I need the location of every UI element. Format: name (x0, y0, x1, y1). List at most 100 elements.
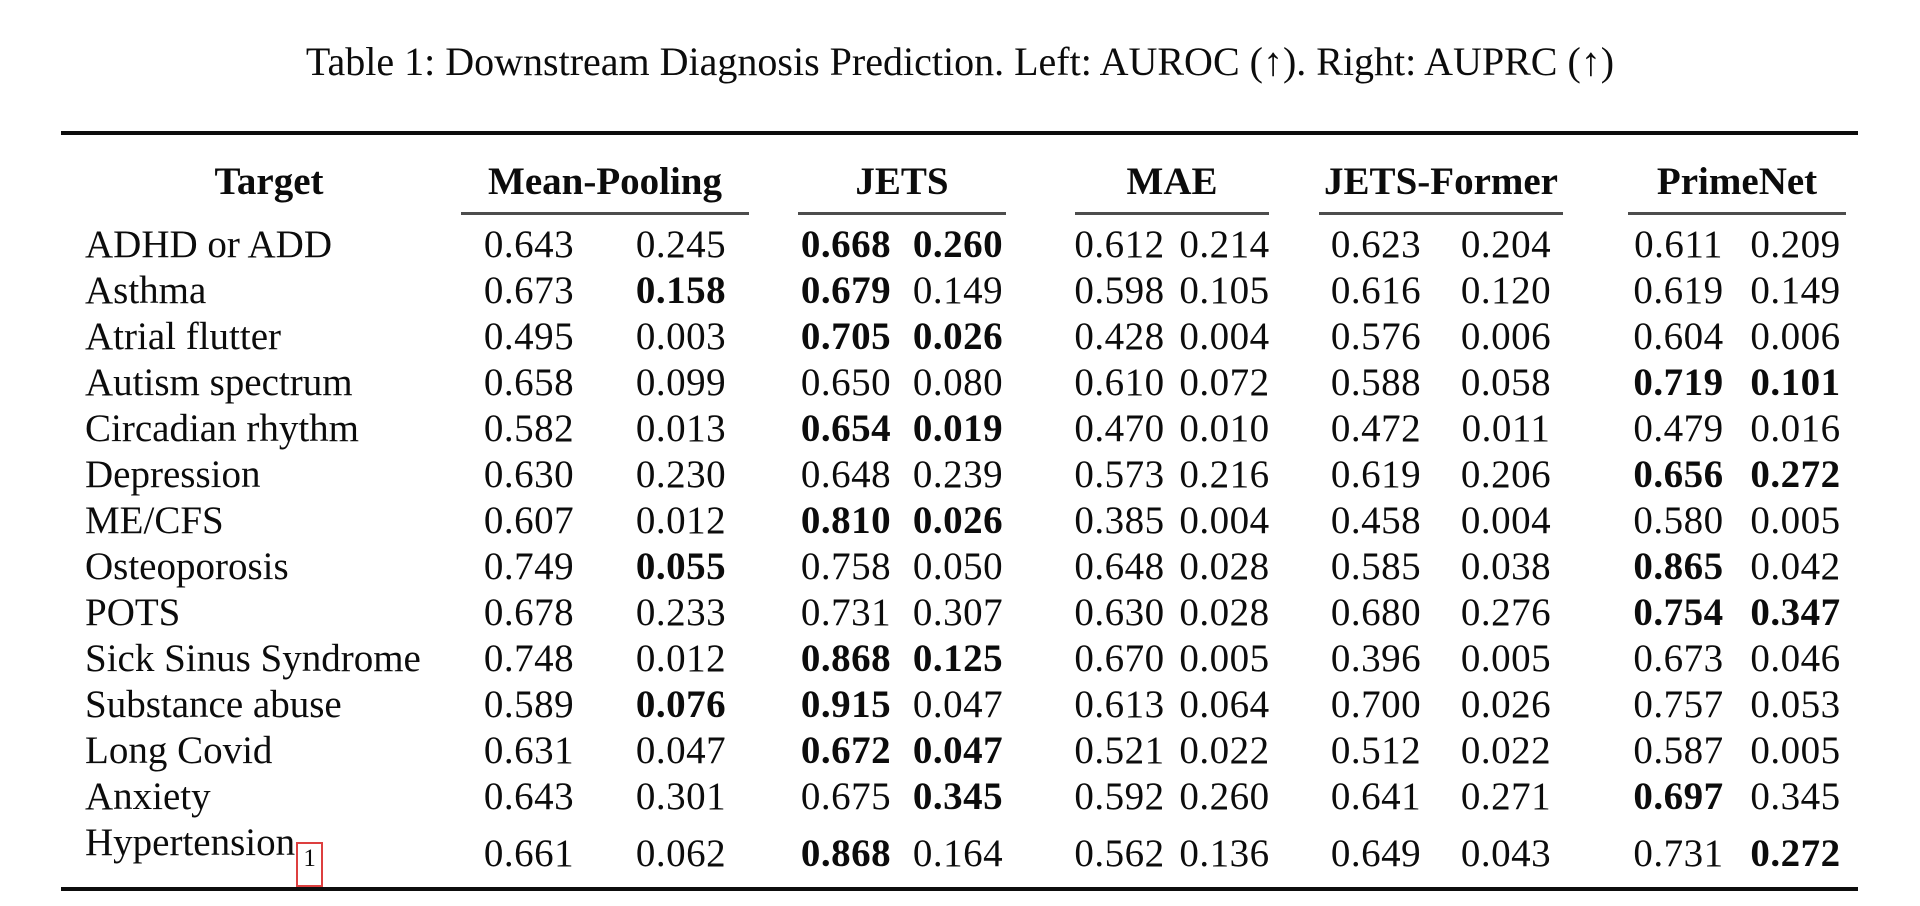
metric-value: 0.012 (635, 499, 727, 542)
column-spacer (1014, 452, 1067, 498)
metric-value: 0.670 (1074, 637, 1165, 680)
column-spacer (1277, 314, 1311, 360)
metric-value: 0.592 (1074, 775, 1165, 818)
column-spacer (1014, 135, 1067, 204)
column-spacer (1854, 406, 1858, 452)
column-spacer (1571, 544, 1620, 590)
metric-value: 0.631 (483, 729, 575, 772)
column-spacer (1277, 820, 1311, 887)
metric-value: 0.607 (483, 499, 575, 542)
column-spacer (1854, 820, 1858, 887)
metric-value: 0.010 (1179, 407, 1270, 450)
group-underline-cell (790, 204, 1014, 222)
row-target: Atrial flutter (85, 315, 282, 358)
metric-value: 0.058 (1460, 361, 1552, 404)
column-spacer (1014, 360, 1067, 406)
metric-value: 0.573 (1074, 453, 1165, 496)
column-spacer (757, 820, 790, 887)
row-target: Substance abuse (85, 683, 342, 726)
metric-value: 0.731 (1633, 831, 1724, 875)
column-header-jets-former: JETS-Former (1324, 160, 1558, 203)
metric-value: 0.062 (635, 831, 727, 875)
metric-value: 0.101 (1750, 361, 1841, 404)
column-header-target: Target (214, 160, 324, 203)
metric-value: 0.428 (1074, 315, 1165, 358)
metric-value: 0.700 (1330, 683, 1422, 726)
metric-value: 0.120 (1460, 269, 1552, 312)
row-target: Asthma (85, 269, 207, 312)
metric-value: 0.064 (1179, 683, 1270, 726)
column-spacer (1571, 360, 1620, 406)
column-spacer (757, 452, 790, 498)
metric-value: 0.673 (1633, 637, 1724, 680)
row-target: ADHD or ADD (85, 223, 332, 266)
group-underline-rule (461, 212, 750, 215)
metric-value: 0.245 (635, 223, 727, 266)
metric-value: 0.562 (1074, 831, 1165, 875)
metric-value: 0.589 (483, 683, 575, 726)
metric-value: 0.012 (635, 637, 727, 680)
metric-value: 0.678 (483, 591, 575, 634)
metric-value: 0.022 (1460, 729, 1552, 772)
table-row: Hypertension 1 0.661 0.062 0.868 0.164 0.562 0.… (61, 820, 1858, 887)
metric-value: 0.757 (1633, 683, 1724, 726)
metric-value: 0.697 (1633, 775, 1724, 818)
results-table: Target Mean-Pooling JETS MAE JETS-Former… (61, 131, 1859, 891)
metric-value: 0.868 (800, 637, 892, 680)
metric-value: 0.046 (1750, 637, 1841, 680)
column-spacer (757, 268, 790, 314)
column-spacer (1854, 498, 1858, 544)
column-spacer (1571, 268, 1620, 314)
metric-value: 0.611 (1634, 223, 1723, 266)
row-target: Depression (85, 453, 261, 496)
group-underline-cell (1067, 204, 1277, 222)
results-table-body: ADHD or ADD 0.643 0.245 0.668 0.260 0.612 0.21… (61, 222, 1858, 887)
column-spacer (1854, 774, 1858, 820)
column-spacer (1277, 406, 1311, 452)
footnote-ref-link[interactable]: 1 (296, 842, 324, 887)
metric-value: 0.648 (1074, 545, 1165, 588)
metric-value: 0.006 (1460, 315, 1552, 358)
column-header-jets: JETS (855, 160, 949, 203)
metric-value: 0.038 (1460, 545, 1552, 588)
column-spacer (1571, 406, 1620, 452)
column-spacer (1854, 204, 1858, 222)
metric-value: 0.026 (912, 315, 1004, 358)
column-spacer (757, 590, 790, 636)
column-spacer (1854, 544, 1858, 590)
column-spacer (1571, 498, 1620, 544)
column-spacer (61, 204, 453, 222)
metric-value: 0.026 (912, 499, 1004, 542)
metric-value: 0.345 (912, 775, 1004, 818)
metric-value: 0.125 (912, 637, 1004, 680)
metric-value: 0.005 (1179, 637, 1270, 680)
column-spacer (1014, 268, 1067, 314)
metric-value: 0.006 (1750, 315, 1841, 358)
metric-value: 0.005 (1750, 729, 1841, 772)
metric-value: 0.479 (1633, 407, 1724, 450)
column-spacer (1277, 774, 1311, 820)
metric-value: 0.026 (1460, 683, 1552, 726)
table-row: Anxiety 0.643 0.301 0.675 0.345 0.592 0.260 0.6… (61, 774, 1858, 820)
header-underline-row (61, 204, 1858, 222)
column-spacer (1277, 452, 1311, 498)
column-spacer (1571, 774, 1620, 820)
table-caption: Table 1: Downstream Diagnosis Prediction… (305, 39, 1615, 84)
metric-value: 0.661 (483, 831, 575, 875)
row-target: Hypertension 1 (61, 820, 453, 887)
metric-value: 0.105 (1179, 269, 1270, 312)
metric-value: 0.604 (1633, 315, 1724, 358)
metric-value: 0.004 (1179, 315, 1270, 358)
metric-value: 0.013 (635, 407, 727, 450)
row-target: Osteoporosis (85, 545, 289, 588)
metric-value: 0.209 (1750, 223, 1841, 266)
metric-value: 0.623 (1330, 223, 1422, 266)
column-spacer (1854, 222, 1858, 268)
metric-value: 0.276 (1460, 591, 1552, 634)
metric-value: 0.649 (1330, 831, 1422, 875)
metric-value: 0.206 (1460, 453, 1552, 496)
column-spacer (1854, 360, 1858, 406)
metric-value: 0.758 (800, 545, 892, 588)
metric-value: 0.164 (912, 831, 1004, 875)
column-spacer (1571, 222, 1620, 268)
